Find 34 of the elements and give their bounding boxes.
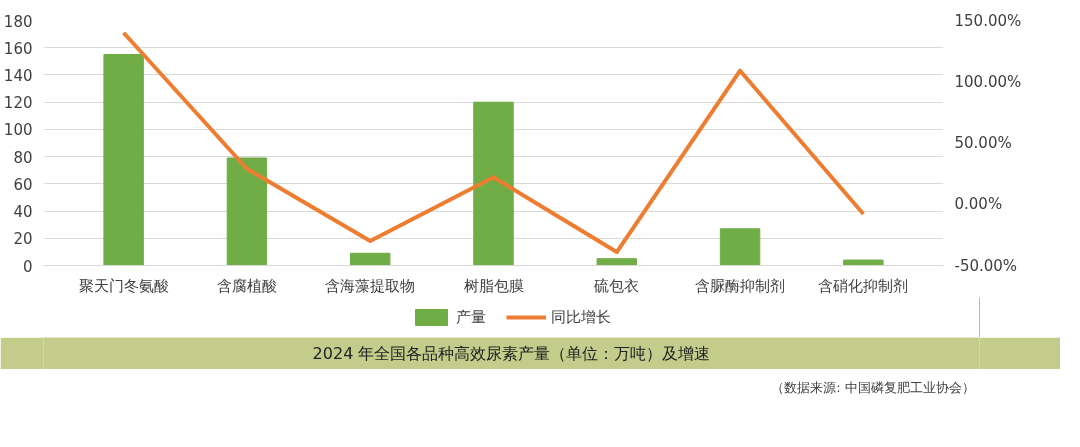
- x-tick-label: 硫包衣: [594, 276, 640, 295]
- y-tick-label: 140: [3, 66, 33, 85]
- y-tick-label: 160: [3, 39, 33, 58]
- bar: [843, 259, 884, 266]
- text: （数据来源: 中国磷复肥工业协会）: [771, 380, 975, 395]
- x-tick-label: 聚天门冬氨酸: [78, 276, 169, 295]
- bar: [719, 228, 761, 266]
- bar: [226, 157, 268, 266]
- y2-tick-label: 150.00%: [954, 11, 1022, 30]
- y-tick-label: 80: [13, 148, 33, 167]
- legend-label: 产量: [456, 307, 486, 327]
- bar: [596, 258, 638, 266]
- bar: [349, 252, 391, 266]
- y2-tick-label: -50.00%: [954, 256, 1018, 275]
- bar: [473, 101, 514, 266]
- x-tick-label: 含海藻提取物: [325, 276, 416, 295]
- x-tick-label: 树脂包膜: [463, 276, 524, 295]
- x-tick-label: 含脲酶抑制剂: [695, 276, 786, 295]
- x-tick-label: 含腐植酸: [216, 276, 277, 295]
- y-tick-label: 100: [3, 121, 33, 140]
- y-tick-label: 20: [13, 230, 33, 249]
- line-series: [121, 30, 866, 255]
- y-tick-label: 180: [3, 12, 33, 31]
- x-tick-label: 含硝化抑制剂: [818, 276, 909, 295]
- y2-tick-label: 50.00%: [954, 134, 1012, 152]
- y-tick-label: 0: [22, 257, 33, 276]
- legend-label: 同比增长: [551, 307, 611, 327]
- y-tick-label: 120: [3, 94, 33, 113]
- text: 2024 年全国各品种高效尿素产量（单位：万吨）及增速: [312, 344, 711, 363]
- y2-tick-label: 100.00%: [954, 72, 1022, 91]
- y-tick-label: 40: [13, 203, 33, 222]
- y2-tick-label: 0.00%: [954, 195, 1003, 214]
- y-tick-label: 60: [13, 175, 33, 194]
- bar: [103, 54, 144, 266]
